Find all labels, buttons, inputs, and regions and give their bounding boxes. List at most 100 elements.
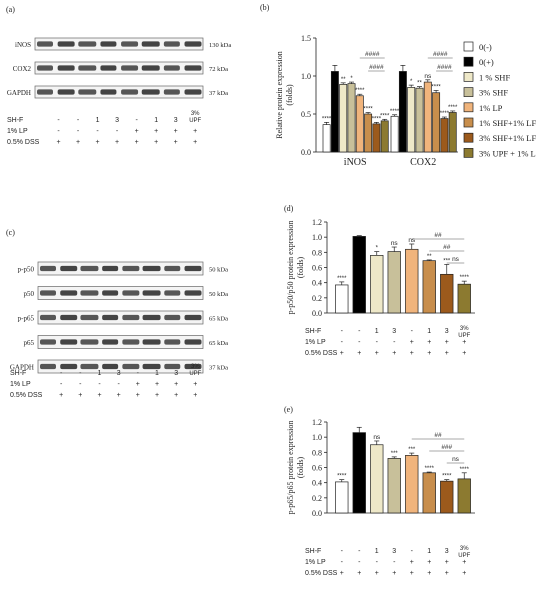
- blot-kda-label: 50 kDa: [209, 267, 228, 274]
- treatment-cell: 3: [392, 548, 396, 555]
- blot-cell: +: [174, 392, 178, 399]
- legend-label: 3% SHF: [479, 88, 508, 98]
- legend-swatch: [463, 148, 474, 158]
- treatment-cell: +: [427, 559, 431, 566]
- blot-band: [102, 265, 119, 272]
- blot-band: [184, 339, 202, 345]
- bar: [415, 87, 424, 153]
- blot-band: [100, 89, 117, 95]
- legend-label: 0(-): [479, 42, 492, 52]
- significance-label: ****: [355, 88, 365, 94]
- bar: [448, 112, 457, 153]
- significance-label: ****: [322, 116, 332, 122]
- legend-label: 0(+): [479, 57, 494, 67]
- blot-band: [122, 363, 140, 370]
- blot-cell: 3%: [191, 111, 200, 117]
- blot-band: [80, 339, 99, 345]
- blot-kda-label: 65 kDa: [209, 316, 228, 323]
- blot-cell: 3: [174, 117, 178, 124]
- treatment-cell: +: [340, 350, 344, 357]
- bar: [407, 87, 416, 153]
- chart-e: 0.0 0.2 0.4 0.6 0.8 1.0 1.2 p-p65/p65 protein e…: [286, 418, 475, 577]
- significance-label: ****: [460, 275, 470, 281]
- bracket-label: ###: [441, 444, 452, 451]
- blot-band: [141, 89, 160, 95]
- blot-cell: -: [98, 381, 101, 388]
- blot-strip: [34, 37, 204, 51]
- significance-label: *: [376, 246, 379, 252]
- blot-cell: +: [154, 128, 158, 135]
- row-label: 0.5% DSS: [305, 350, 338, 357]
- blot-cell: +: [193, 128, 197, 135]
- treatment-cell: +: [410, 350, 414, 357]
- blot-cell: +: [78, 392, 82, 399]
- treatment-cell: -: [341, 328, 344, 335]
- blot-band: [122, 314, 140, 321]
- blot-band: [40, 363, 56, 370]
- blot-cell: +: [97, 392, 101, 399]
- bar: [372, 123, 381, 153]
- blot-band: [164, 290, 181, 296]
- significance-label: ****: [448, 105, 458, 111]
- blot-band: [80, 265, 99, 272]
- significance-label: ****: [363, 106, 373, 112]
- treatment-cell: 1: [427, 548, 431, 555]
- bar: [322, 124, 331, 153]
- blot-band: [57, 65, 75, 71]
- blot-band: [142, 265, 161, 272]
- blot-kda-label: 72 kDa: [209, 66, 228, 73]
- treatment-cell: -: [376, 339, 379, 346]
- blot-band: [78, 41, 97, 47]
- treatment-cell: 1: [427, 328, 431, 335]
- legend-swatch: [463, 102, 474, 113]
- y-tick-label: 0.0: [312, 309, 322, 318]
- panel-label-d: (d): [284, 204, 294, 213]
- blot-band: [164, 363, 181, 370]
- blot-row-label: SH-F: [10, 370, 26, 377]
- blot-band: [122, 339, 140, 345]
- blot-cell: -: [117, 381, 120, 388]
- y-tick-label: 0.4: [312, 479, 322, 488]
- bar: [405, 455, 419, 514]
- treatment-cell: +: [445, 339, 449, 346]
- treatment-cell: -: [341, 339, 344, 346]
- treatment-cell: 1: [375, 328, 379, 335]
- bar: [457, 283, 471, 314]
- significance-label: **: [417, 81, 422, 87]
- blot-band: [142, 314, 161, 321]
- bar: [387, 251, 401, 314]
- panel-label-e: (e): [284, 405, 293, 414]
- blot-band: [164, 314, 181, 321]
- blot-cell: +: [154, 139, 158, 146]
- treatment-cell: +: [427, 350, 431, 357]
- blot-cell: -: [116, 128, 119, 135]
- bracket-label: ##: [434, 432, 442, 439]
- significance-label: ****: [337, 474, 347, 480]
- blot-cell: 3: [117, 370, 121, 377]
- blot-band: [163, 41, 180, 47]
- significance-label: ****: [390, 109, 400, 115]
- blot-cell: 1: [98, 370, 102, 377]
- blot-cell: +: [56, 139, 60, 146]
- blot-cell: 1: [96, 117, 100, 124]
- blot-cell: -: [60, 370, 63, 377]
- bracket-label: ##: [434, 232, 442, 239]
- blot-cell: +: [136, 381, 140, 388]
- blot-cell: UPF: [189, 371, 201, 377]
- treatment-cell: +: [445, 570, 449, 577]
- blot-cell: -: [57, 128, 60, 135]
- blot-band: [102, 363, 119, 370]
- blot-cell: 1: [155, 370, 159, 377]
- bar: [398, 71, 407, 153]
- blot-band: [102, 339, 119, 345]
- blot-strip: [37, 261, 204, 276]
- bar: [347, 83, 356, 153]
- legend-label: 3% SHF+1% LF: [479, 133, 536, 143]
- panel-label-a: (a): [6, 5, 15, 14]
- blot-strip: [34, 61, 204, 75]
- blot-band: [184, 65, 202, 71]
- blot-cell: +: [193, 139, 197, 146]
- blot-band: [40, 265, 56, 272]
- blot-cell: -: [79, 370, 82, 377]
